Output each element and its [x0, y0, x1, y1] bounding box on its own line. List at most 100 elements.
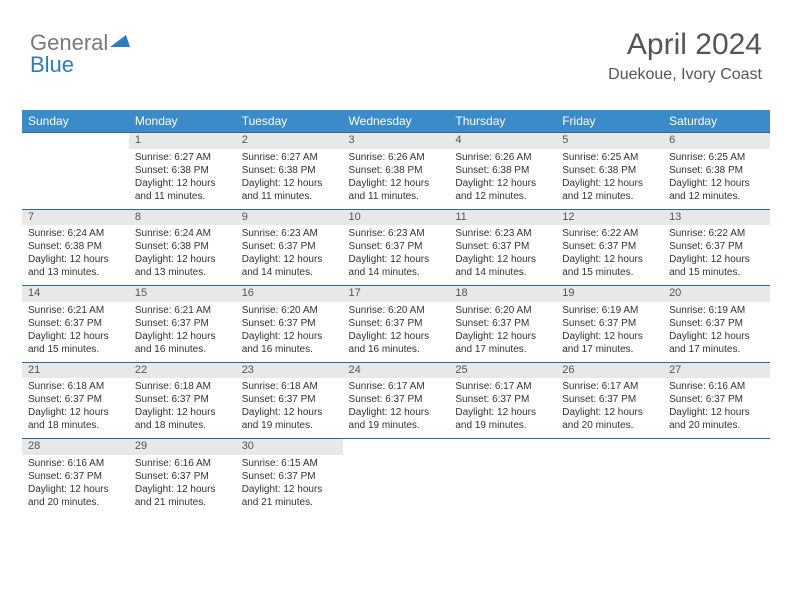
sunrise-line: Sunrise: 6:17 AM	[562, 380, 657, 393]
day-content-cell: Sunrise: 6:25 AMSunset: 6:38 PMDaylight:…	[556, 149, 663, 210]
sunset-line: Sunset: 6:37 PM	[562, 240, 657, 253]
day-number-cell: 13	[663, 209, 770, 225]
day-number-cell: 18	[449, 286, 556, 302]
weekday-header: Saturday	[663, 110, 770, 133]
day-content-cell: Sunrise: 6:15 AMSunset: 6:37 PMDaylight:…	[236, 455, 343, 515]
daylight-line: Daylight: 12 hours and 14 minutes.	[349, 253, 444, 279]
daylight-line: Daylight: 12 hours and 19 minutes.	[349, 406, 444, 432]
sunrise-line: Sunrise: 6:22 AM	[669, 227, 764, 240]
sunrise-line: Sunrise: 6:20 AM	[242, 304, 337, 317]
sunrise-line: Sunrise: 6:23 AM	[455, 227, 550, 240]
sunset-line: Sunset: 6:37 PM	[349, 317, 444, 330]
day-number-cell: 26	[556, 362, 663, 378]
day-number-cell: 29	[129, 439, 236, 455]
logo-text-blue: Blue	[30, 52, 74, 77]
sunset-line: Sunset: 6:37 PM	[455, 317, 550, 330]
sunset-line: Sunset: 6:38 PM	[562, 164, 657, 177]
daylight-line: Daylight: 12 hours and 14 minutes.	[455, 253, 550, 279]
daylight-line: Daylight: 12 hours and 15 minutes.	[28, 330, 123, 356]
day-content-row: Sunrise: 6:18 AMSunset: 6:37 PMDaylight:…	[22, 378, 770, 439]
daylight-line: Daylight: 12 hours and 18 minutes.	[28, 406, 123, 432]
day-number-cell: 24	[343, 362, 450, 378]
daylight-line: Daylight: 12 hours and 15 minutes.	[669, 253, 764, 279]
day-number-cell	[343, 439, 450, 455]
sunrise-line: Sunrise: 6:22 AM	[562, 227, 657, 240]
sunset-line: Sunset: 6:38 PM	[349, 164, 444, 177]
day-number-cell: 11	[449, 209, 556, 225]
daylight-line: Daylight: 12 hours and 16 minutes.	[242, 330, 337, 356]
sunrise-line: Sunrise: 6:21 AM	[135, 304, 230, 317]
day-number-row: 78910111213	[22, 209, 770, 225]
sunrise-line: Sunrise: 6:24 AM	[28, 227, 123, 240]
sunrise-line: Sunrise: 6:18 AM	[242, 380, 337, 393]
sunset-line: Sunset: 6:37 PM	[455, 393, 550, 406]
sunset-line: Sunset: 6:38 PM	[669, 164, 764, 177]
day-number-cell: 4	[449, 133, 556, 149]
daylight-line: Daylight: 12 hours and 11 minutes.	[135, 177, 230, 203]
day-content-cell: Sunrise: 6:19 AMSunset: 6:37 PMDaylight:…	[556, 302, 663, 363]
sunrise-line: Sunrise: 6:21 AM	[28, 304, 123, 317]
day-number-cell: 23	[236, 362, 343, 378]
daylight-line: Daylight: 12 hours and 15 minutes.	[562, 253, 657, 279]
day-number-cell: 15	[129, 286, 236, 302]
daylight-line: Daylight: 12 hours and 21 minutes.	[135, 483, 230, 509]
day-content-cell: Sunrise: 6:17 AMSunset: 6:37 PMDaylight:…	[343, 378, 450, 439]
day-number-row: 21222324252627	[22, 362, 770, 378]
sunrise-line: Sunrise: 6:23 AM	[242, 227, 337, 240]
day-content-cell: Sunrise: 6:26 AMSunset: 6:38 PMDaylight:…	[343, 149, 450, 210]
daylight-line: Daylight: 12 hours and 13 minutes.	[135, 253, 230, 279]
weekday-header-row: SundayMondayTuesdayWednesdayThursdayFrid…	[22, 110, 770, 133]
weekday-header: Monday	[129, 110, 236, 133]
sunset-line: Sunset: 6:37 PM	[242, 240, 337, 253]
sunrise-line: Sunrise: 6:16 AM	[135, 457, 230, 470]
day-number-cell: 27	[663, 362, 770, 378]
day-number-cell: 20	[663, 286, 770, 302]
sunrise-line: Sunrise: 6:27 AM	[242, 151, 337, 164]
day-number-cell: 9	[236, 209, 343, 225]
weekday-header: Sunday	[22, 110, 129, 133]
day-number-cell	[663, 439, 770, 455]
day-number-cell	[22, 133, 129, 149]
day-number-cell	[449, 439, 556, 455]
sunrise-line: Sunrise: 6:26 AM	[349, 151, 444, 164]
daylight-line: Daylight: 12 hours and 12 minutes.	[669, 177, 764, 203]
daylight-line: Daylight: 12 hours and 19 minutes.	[455, 406, 550, 432]
day-number-cell: 21	[22, 362, 129, 378]
day-content-cell: Sunrise: 6:20 AMSunset: 6:37 PMDaylight:…	[449, 302, 556, 363]
daylight-line: Daylight: 12 hours and 17 minutes.	[562, 330, 657, 356]
day-content-cell	[343, 455, 450, 515]
sunrise-line: Sunrise: 6:26 AM	[455, 151, 550, 164]
daylight-line: Daylight: 12 hours and 16 minutes.	[135, 330, 230, 356]
day-content-cell: Sunrise: 6:24 AMSunset: 6:38 PMDaylight:…	[129, 225, 236, 286]
daylight-line: Daylight: 12 hours and 11 minutes.	[349, 177, 444, 203]
day-number-cell: 19	[556, 286, 663, 302]
daylight-line: Daylight: 12 hours and 12 minutes.	[455, 177, 550, 203]
sunset-line: Sunset: 6:37 PM	[242, 470, 337, 483]
sunrise-line: Sunrise: 6:15 AM	[242, 457, 337, 470]
sunset-line: Sunset: 6:38 PM	[242, 164, 337, 177]
day-content-cell: Sunrise: 6:20 AMSunset: 6:37 PMDaylight:…	[236, 302, 343, 363]
weekday-header: Thursday	[449, 110, 556, 133]
day-content-cell: Sunrise: 6:16 AMSunset: 6:37 PMDaylight:…	[22, 455, 129, 515]
daylight-line: Daylight: 12 hours and 18 minutes.	[135, 406, 230, 432]
sunrise-line: Sunrise: 6:27 AM	[135, 151, 230, 164]
day-content-cell	[663, 455, 770, 515]
daylight-line: Daylight: 12 hours and 12 minutes.	[562, 177, 657, 203]
sunset-line: Sunset: 6:38 PM	[135, 240, 230, 253]
day-content-row: Sunrise: 6:27 AMSunset: 6:38 PMDaylight:…	[22, 149, 770, 210]
day-number-cell	[556, 439, 663, 455]
sunset-line: Sunset: 6:38 PM	[28, 240, 123, 253]
day-number-cell: 12	[556, 209, 663, 225]
day-content-cell: Sunrise: 6:24 AMSunset: 6:38 PMDaylight:…	[22, 225, 129, 286]
day-number-cell: 7	[22, 209, 129, 225]
location-label: Duekoue, Ivory Coast	[608, 66, 762, 84]
day-content-cell: Sunrise: 6:16 AMSunset: 6:37 PMDaylight:…	[663, 378, 770, 439]
sunrise-line: Sunrise: 6:18 AM	[28, 380, 123, 393]
calendar-table: SundayMondayTuesdayWednesdayThursdayFrid…	[22, 110, 770, 515]
sunset-line: Sunset: 6:37 PM	[562, 393, 657, 406]
day-content-cell: Sunrise: 6:21 AMSunset: 6:37 PMDaylight:…	[22, 302, 129, 363]
day-content-cell: Sunrise: 6:17 AMSunset: 6:37 PMDaylight:…	[449, 378, 556, 439]
day-content-cell: Sunrise: 6:16 AMSunset: 6:37 PMDaylight:…	[129, 455, 236, 515]
day-content-cell: Sunrise: 6:23 AMSunset: 6:37 PMDaylight:…	[236, 225, 343, 286]
sunset-line: Sunset: 6:38 PM	[455, 164, 550, 177]
